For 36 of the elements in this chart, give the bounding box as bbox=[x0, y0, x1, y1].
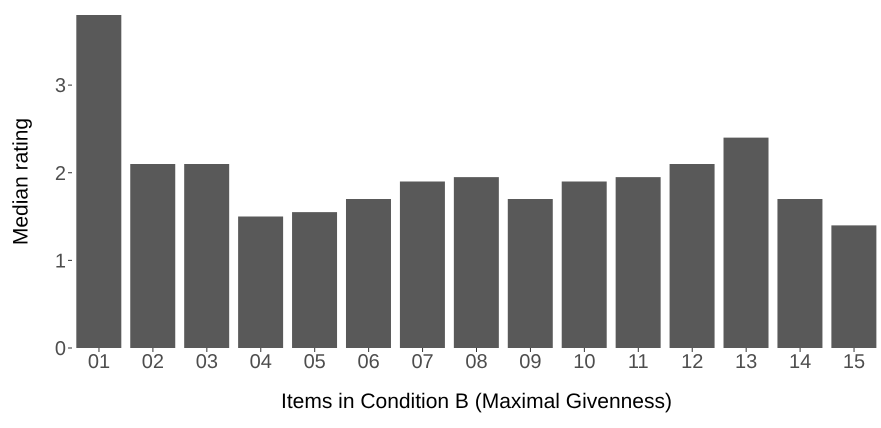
x-tick-label: 10 bbox=[573, 351, 596, 374]
bar bbox=[724, 138, 769, 348]
x-tick-label: 14 bbox=[788, 351, 812, 374]
y-axis-title: Median rating bbox=[9, 118, 32, 246]
x-tick-label: 08 bbox=[465, 351, 488, 374]
y-tick-label: 2 bbox=[54, 162, 66, 185]
bar bbox=[76, 15, 122, 348]
bar bbox=[777, 199, 822, 348]
bar bbox=[184, 164, 230, 348]
bar bbox=[130, 164, 176, 348]
x-tick-label: 09 bbox=[519, 351, 542, 374]
bar bbox=[400, 182, 445, 348]
x-tick-label: 02 bbox=[142, 351, 164, 374]
x-tick-label: 03 bbox=[196, 351, 218, 374]
bar bbox=[831, 225, 876, 348]
x-tick-label: 12 bbox=[681, 351, 704, 374]
x-tick-label: 13 bbox=[735, 351, 758, 374]
y-tick-label: 3 bbox=[54, 75, 66, 98]
x-tick-label: 11 bbox=[628, 351, 649, 374]
x-tick-label: 04 bbox=[250, 351, 272, 374]
bar bbox=[346, 199, 391, 348]
x-axis-title: Items in Condition B (Maximal Givenness) bbox=[281, 390, 672, 413]
x-tick-label: 07 bbox=[411, 351, 434, 374]
bar bbox=[616, 177, 661, 348]
x-tick-label: 15 bbox=[842, 351, 866, 374]
y-tick-label: 0 bbox=[54, 338, 66, 360]
y-tick-label: 1 bbox=[54, 250, 66, 272]
bar bbox=[562, 182, 607, 348]
x-tick-label: 06 bbox=[358, 351, 380, 374]
bar bbox=[238, 216, 284, 348]
x-tick-label: 05 bbox=[304, 351, 326, 374]
bar bbox=[454, 177, 499, 348]
bar bbox=[508, 199, 553, 348]
x-tick-label: 01 bbox=[88, 351, 110, 374]
bar bbox=[292, 212, 338, 348]
bar bbox=[670, 164, 715, 348]
